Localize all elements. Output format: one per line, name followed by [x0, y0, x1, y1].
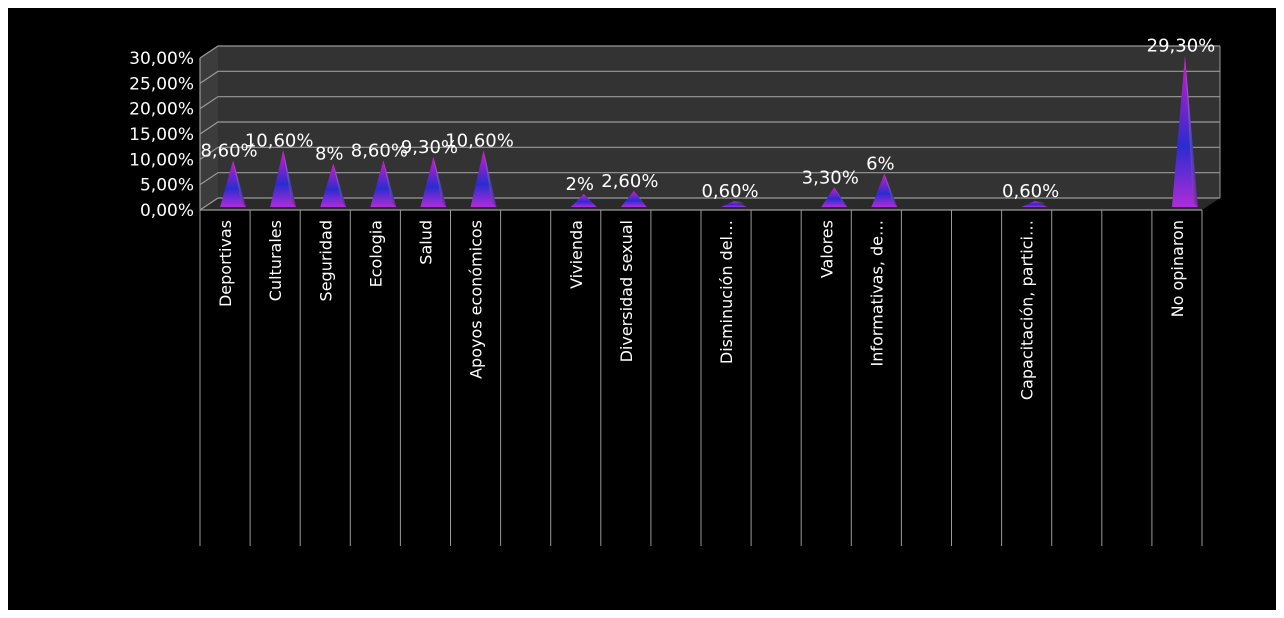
pyramid-face: [270, 150, 297, 207]
data-label: 9,30%: [401, 137, 458, 158]
category-label: Salud: [416, 220, 435, 265]
pyramid-face: [721, 200, 748, 207]
pyramid-face: [871, 173, 898, 207]
y-tick-label: 15,00%: [129, 125, 194, 145]
pyramid-face: [370, 160, 397, 207]
data-label: 0,60%: [1002, 181, 1059, 202]
pyramid-face: [470, 150, 497, 207]
pyramid-side: [283, 150, 297, 207]
pyramid-bar: [370, 160, 397, 207]
data-label: 2%: [565, 174, 594, 195]
data-label: 6%: [866, 154, 895, 175]
pyramid-side: [633, 190, 647, 207]
pyramid-bar: [220, 160, 247, 207]
pyramid-bar: [420, 156, 447, 207]
pyramid-bar: [270, 150, 297, 207]
pyramid-side: [333, 163, 347, 207]
pyramid-face: [220, 160, 247, 207]
data-label: 8,60%: [200, 140, 257, 161]
category-label: No opinaron: [1168, 220, 1187, 317]
y-tick-label: 10,00%: [129, 150, 194, 170]
pyramid-face: [420, 156, 447, 207]
pyramid-side: [433, 156, 447, 207]
gridline: [199, 70, 1220, 84]
data-label: 2,60%: [601, 171, 658, 192]
category-label: Valores: [817, 220, 836, 278]
pyramid-bar: [1171, 55, 1198, 208]
data-label: 10,60%: [445, 130, 514, 151]
pyramid-side: [884, 173, 898, 207]
category-label: Diversidad sexual: [617, 220, 636, 362]
category-label: Culturales: [266, 220, 285, 301]
pyramid-bar: [320, 163, 347, 207]
y-tick-label: 25,00%: [129, 74, 194, 94]
data-label: 8,60%: [351, 140, 408, 161]
category-label: Deportivas: [216, 220, 235, 307]
gridline: [199, 96, 1220, 110]
pyramid-side: [383, 160, 397, 207]
pyramid-bar: [871, 173, 898, 207]
category-label: Ecologia: [366, 220, 385, 287]
pyramid-side: [483, 150, 497, 207]
category-label: Seguridad: [316, 220, 335, 301]
pyramid-side: [1034, 200, 1048, 207]
floor: [200, 198, 1220, 210]
pyramid-side: [583, 193, 597, 207]
gridline: [199, 45, 1220, 59]
category-label: Disminución del…: [717, 220, 736, 364]
pyramid-side: [233, 160, 247, 207]
data-label: 29,30%: [1147, 36, 1216, 57]
category-label: Capacitación, partici…: [1018, 220, 1037, 400]
pyramid-side: [734, 200, 748, 207]
pyramid-bar: [620, 190, 647, 207]
pyramid-bar: [470, 150, 497, 207]
category-label: Vivienda: [567, 220, 586, 289]
data-label: 10,60%: [245, 130, 314, 151]
gridline: [199, 172, 1220, 186]
pyramid-bar: [570, 193, 597, 207]
pyramid-face: [821, 187, 848, 207]
pyramid-face: [570, 193, 597, 207]
category-label: Informativas, de…: [867, 220, 886, 366]
y-tick-label: 20,00%: [129, 100, 194, 120]
pyramid-bar: [721, 200, 748, 207]
pyramid-face: [620, 190, 647, 207]
pyramid-bar: [821, 187, 848, 207]
pyramid-side: [1184, 55, 1198, 208]
data-label: 0,60%: [701, 181, 758, 202]
y-tick-label: 0,00%: [140, 201, 194, 221]
category-label: Apoyos económicos: [467, 220, 486, 379]
pyramid-face: [320, 163, 347, 207]
y-tick-label: 30,00%: [129, 49, 194, 69]
y-tick-label: 5,00%: [140, 176, 194, 196]
pyramid-face: [1021, 200, 1048, 207]
data-label: 8%: [315, 143, 344, 164]
pyramid-side: [834, 187, 848, 207]
gridline: [199, 146, 1220, 160]
data-label: 3,30%: [802, 167, 859, 188]
gridline: [199, 121, 1220, 135]
pyramid-bar: [1021, 200, 1048, 207]
